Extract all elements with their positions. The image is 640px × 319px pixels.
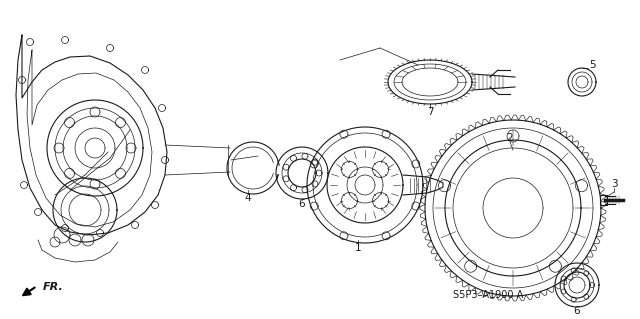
Text: 2: 2 xyxy=(507,133,513,143)
Bar xyxy=(600,195,607,205)
Text: 7: 7 xyxy=(427,107,433,117)
Text: FR.: FR. xyxy=(43,282,64,292)
Text: 6: 6 xyxy=(573,306,580,316)
Text: 1: 1 xyxy=(355,243,362,253)
Text: S5P3–A1900 A: S5P3–A1900 A xyxy=(453,290,523,300)
Text: 3: 3 xyxy=(611,179,618,189)
Text: 6: 6 xyxy=(299,199,305,209)
Text: 4: 4 xyxy=(244,193,252,203)
Text: 5: 5 xyxy=(589,60,595,70)
